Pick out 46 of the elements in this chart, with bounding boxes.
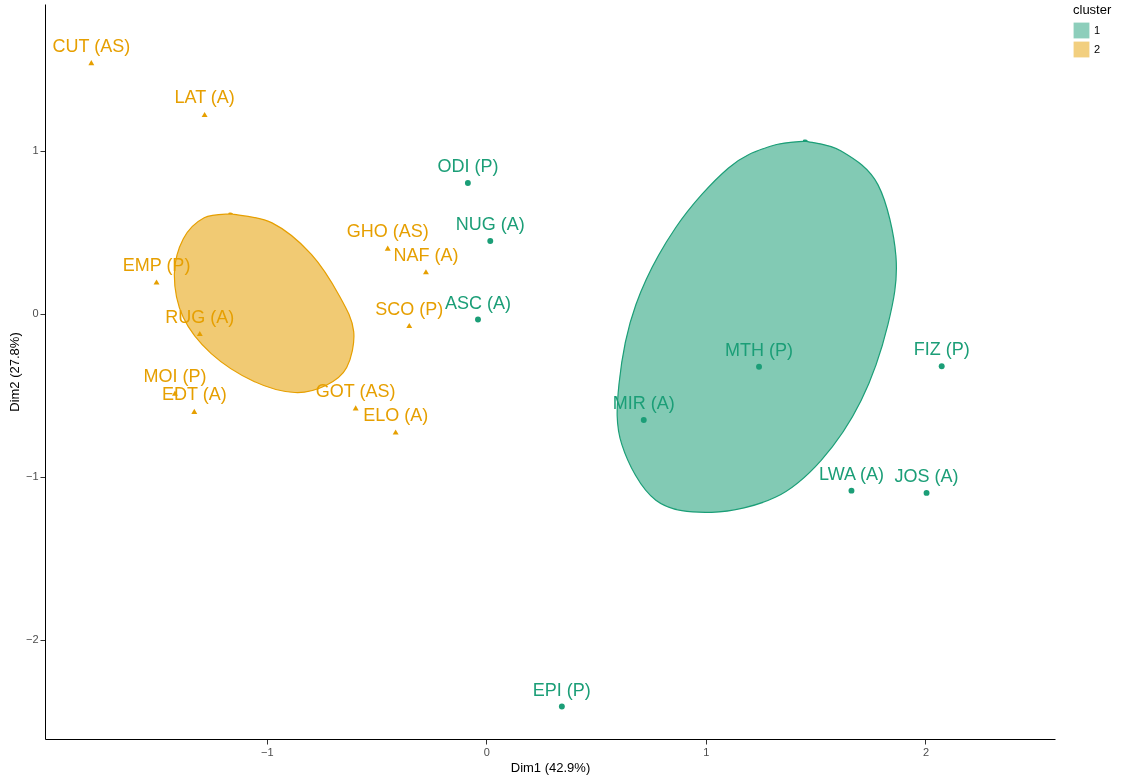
point	[923, 489, 930, 496]
legend-title: cluster	[1073, 2, 1112, 17]
point	[487, 238, 494, 244]
data-label: NUG (A)	[455, 213, 525, 234]
point	[191, 408, 198, 414]
y-axis-title: Dim2 (27.8%)	[6, 332, 22, 412]
point	[392, 429, 399, 435]
data-label: MTH (P)	[725, 339, 794, 360]
data-label: SCO (P)	[375, 298, 444, 319]
data-label: ASC (A)	[444, 292, 511, 313]
data-label: LWA (A)	[818, 463, 884, 484]
point	[558, 703, 565, 710]
y-tick-label: −1	[25, 470, 39, 483]
point	[640, 417, 647, 424]
x-tick-label: −1	[260, 745, 274, 758]
point	[196, 330, 203, 337]
x-tick-label: 2	[922, 745, 930, 758]
point	[384, 245, 391, 251]
y-tick-label: −2	[25, 633, 39, 646]
point	[475, 316, 481, 323]
data-label: JOS (A)	[894, 465, 959, 486]
data-label: FIZ (P)	[913, 339, 970, 360]
data-label: GHO (AS)	[346, 221, 429, 242]
data-label: GOT (AS)	[315, 380, 396, 401]
data-label: ODI (P)	[437, 155, 499, 176]
point	[88, 60, 95, 66]
x-axis-title: Dim1 (42.9%)	[510, 759, 591, 775]
point	[201, 111, 208, 118]
x-tick-label: 1	[703, 745, 710, 758]
data-label: EPI (P)	[532, 679, 591, 700]
data-label: MOI (P)	[143, 366, 207, 387]
point	[938, 363, 945, 370]
legend-label: 2	[1094, 42, 1101, 55]
point	[756, 363, 762, 370]
data-label: NAF (A)	[393, 244, 459, 265]
data-label: ELO (A)	[363, 404, 429, 425]
point	[153, 279, 160, 285]
point	[406, 322, 413, 329]
data-label: CUT (AS)	[52, 35, 131, 56]
y-tick-label: 0	[32, 307, 39, 320]
legend-label: 1	[1094, 23, 1101, 36]
x-tick-label: 0	[483, 745, 490, 758]
point	[848, 487, 855, 494]
data-label: LAT (A)	[174, 87, 235, 108]
point	[464, 179, 471, 186]
y-tick-label: 1	[32, 144, 39, 157]
